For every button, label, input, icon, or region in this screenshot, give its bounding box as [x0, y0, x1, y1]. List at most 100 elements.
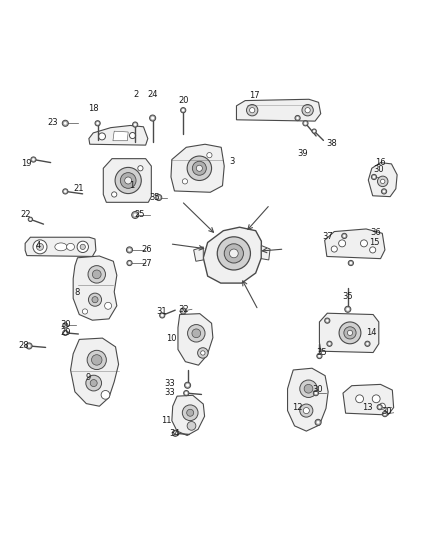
Circle shape	[339, 240, 346, 247]
Circle shape	[127, 261, 132, 265]
Circle shape	[317, 353, 322, 359]
Polygon shape	[178, 313, 213, 365]
Circle shape	[313, 391, 318, 395]
Circle shape	[180, 108, 186, 113]
Circle shape	[373, 176, 375, 178]
Circle shape	[64, 324, 67, 327]
Circle shape	[125, 177, 132, 184]
Circle shape	[88, 265, 106, 283]
Circle shape	[250, 108, 255, 113]
Circle shape	[350, 262, 352, 264]
Circle shape	[381, 179, 385, 183]
Text: 25: 25	[134, 211, 145, 220]
Circle shape	[187, 156, 212, 181]
Circle shape	[32, 158, 35, 161]
Circle shape	[187, 409, 194, 416]
Circle shape	[326, 319, 328, 322]
Circle shape	[192, 329, 201, 338]
Circle shape	[64, 190, 67, 193]
Circle shape	[346, 308, 350, 311]
Text: 38: 38	[326, 139, 337, 148]
Circle shape	[134, 123, 137, 126]
Text: 30: 30	[373, 165, 384, 174]
Circle shape	[157, 196, 160, 199]
Circle shape	[303, 408, 309, 414]
Circle shape	[182, 310, 184, 312]
Circle shape	[331, 246, 337, 252]
Circle shape	[383, 190, 385, 192]
Text: 17: 17	[249, 91, 259, 100]
Circle shape	[105, 302, 112, 309]
Circle shape	[33, 240, 47, 254]
Circle shape	[297, 117, 299, 119]
Text: 1: 1	[129, 181, 134, 190]
Text: 8: 8	[74, 288, 80, 297]
Circle shape	[150, 115, 155, 121]
Text: 30: 30	[382, 407, 392, 416]
Circle shape	[372, 395, 380, 403]
Circle shape	[318, 354, 321, 357]
Circle shape	[62, 120, 68, 126]
Circle shape	[88, 293, 102, 306]
Circle shape	[101, 391, 110, 399]
Circle shape	[345, 306, 351, 312]
Text: 2: 2	[134, 90, 139, 99]
Text: 36: 36	[370, 228, 381, 237]
Text: 26: 26	[141, 245, 152, 254]
Circle shape	[302, 104, 313, 116]
Text: 4: 4	[35, 241, 40, 250]
Circle shape	[64, 332, 67, 334]
Circle shape	[174, 432, 177, 435]
Circle shape	[356, 395, 364, 403]
Circle shape	[92, 270, 101, 279]
Text: 21: 21	[73, 184, 84, 193]
Circle shape	[87, 350, 106, 369]
Circle shape	[366, 343, 369, 345]
Polygon shape	[261, 246, 270, 260]
Circle shape	[182, 405, 198, 421]
Text: 32: 32	[179, 305, 189, 314]
Circle shape	[207, 152, 212, 158]
Circle shape	[348, 261, 353, 265]
Circle shape	[86, 375, 102, 391]
Text: 9: 9	[85, 373, 91, 382]
Circle shape	[180, 308, 186, 314]
Circle shape	[343, 235, 346, 237]
Circle shape	[115, 167, 141, 193]
Text: 12: 12	[292, 402, 303, 411]
Circle shape	[312, 129, 316, 133]
Circle shape	[378, 406, 381, 408]
Text: 28: 28	[18, 342, 29, 351]
Polygon shape	[113, 131, 128, 141]
Circle shape	[196, 165, 202, 171]
Polygon shape	[73, 256, 117, 320]
Text: 35: 35	[343, 292, 353, 301]
Circle shape	[381, 189, 387, 194]
Polygon shape	[103, 159, 151, 203]
Circle shape	[328, 343, 331, 345]
Polygon shape	[288, 368, 328, 431]
Text: 15: 15	[369, 238, 379, 247]
Circle shape	[303, 120, 308, 126]
Polygon shape	[71, 338, 119, 406]
Circle shape	[185, 392, 187, 394]
Circle shape	[315, 419, 321, 425]
Text: 16: 16	[375, 158, 386, 167]
Circle shape	[159, 313, 165, 318]
Circle shape	[247, 104, 258, 116]
Circle shape	[339, 322, 361, 344]
Circle shape	[96, 122, 99, 125]
Circle shape	[184, 391, 189, 395]
Circle shape	[182, 109, 184, 111]
Text: 19: 19	[21, 159, 31, 168]
Circle shape	[230, 249, 238, 258]
Circle shape	[112, 192, 117, 197]
Circle shape	[28, 344, 31, 348]
Polygon shape	[203, 227, 261, 283]
Polygon shape	[172, 395, 205, 435]
Text: 10: 10	[166, 334, 176, 343]
Circle shape	[133, 122, 138, 127]
Circle shape	[379, 403, 385, 409]
Circle shape	[198, 348, 208, 358]
Text: 35: 35	[149, 193, 160, 202]
